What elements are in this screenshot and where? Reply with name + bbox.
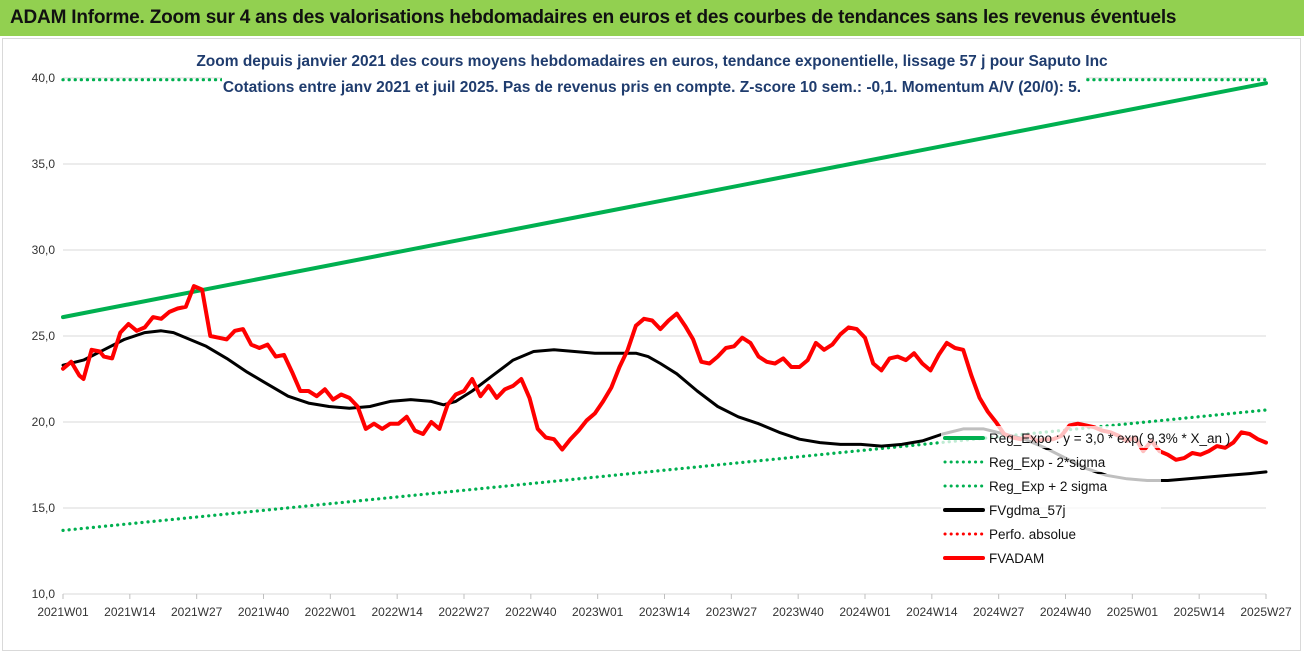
chart-subtitle-line-1: Zoom depuis janvier 2021 des cours moyen… <box>196 53 1108 70</box>
x-tick-label: 2024W01 <box>839 605 891 619</box>
x-tick-label: 2023W01 <box>572 605 624 619</box>
x-tick-label: 2022W40 <box>505 605 557 619</box>
y-tick-label: 20,0 <box>32 415 56 429</box>
y-tick-label: 10,0 <box>32 587 56 601</box>
x-tick-label: 2024W27 <box>973 605 1025 619</box>
legend-entry-bg <box>941 522 1161 544</box>
chart-subtitle-line-2: Cotations entre janv 2021 et juil 2025. … <box>223 79 1081 96</box>
y-tick-label: 30,0 <box>32 243 56 257</box>
legend-entry-bg <box>941 474 1161 496</box>
x-tick-label: 2024W40 <box>1040 605 1092 619</box>
x-tick-label: 2022W14 <box>371 605 423 619</box>
legend-entry-bg <box>941 450 1161 472</box>
x-tick-label: 2023W40 <box>772 605 824 619</box>
legend-entry-bg <box>941 546 1161 568</box>
subtitle-background <box>222 44 1086 102</box>
x-tick-label: 2021W01 <box>37 605 89 619</box>
series-line <box>61 81 1268 320</box>
legend-label: Reg_Expo : y = 3,0 * exp( 9,3% * X_an ) <box>989 431 1230 446</box>
legend-label: FVADAM <box>989 551 1044 566</box>
y-tick-label: 40,0 <box>32 71 56 85</box>
y-tick-label: 35,0 <box>32 157 56 171</box>
y-tick-label: 25,0 <box>32 329 56 343</box>
plot-frame <box>2 38 1301 651</box>
x-axis-ticks: 2021W01 2021W14 2021W27 2021W40 2022W01 2022W… <box>37 594 1292 619</box>
x-tick-label: 2021W40 <box>238 605 290 619</box>
page-title: ADAM Informe. Zoom sur 4 ans des valoris… <box>10 7 1177 28</box>
x-tick-label: 2025W01 <box>1107 605 1159 619</box>
title-banner: ADAM Informe. Zoom sur 4 ans des valoris… <box>0 0 1304 36</box>
x-tick-label: 2025W14 <box>1173 605 1225 619</box>
legend-label: Reg_Exp + 2 sigma <box>989 479 1108 494</box>
y-axis-ticks: 10,0 15,0 20,0 25,0 30,0 35,0 40,0 <box>32 71 56 601</box>
x-tick-label: 2021W14 <box>104 605 156 619</box>
x-tick-label: 2022W01 <box>305 605 357 619</box>
x-tick-label: 2025W27 <box>1240 605 1292 619</box>
legend-entry-bg <box>941 426 1161 448</box>
legend-entry-bg <box>941 498 1161 520</box>
legend-label: Reg_Exp - 2*sigma <box>989 455 1106 470</box>
x-tick-label: 2023W14 <box>639 605 691 619</box>
y-tick-label: 15,0 <box>32 501 56 515</box>
x-tick-label: 2024W14 <box>906 605 958 619</box>
x-tick-label: 2022W27 <box>438 605 490 619</box>
legend-label: FVgdma_57j <box>989 503 1066 518</box>
legend: Reg_Expo : y = 3,0 * exp( 9,3% * X_an ) R… <box>941 426 1230 568</box>
x-tick-label: 2021W27 <box>171 605 223 619</box>
x-tick-label: 2023W27 <box>706 605 758 619</box>
legend-label: Perfo. absolue <box>989 527 1076 542</box>
